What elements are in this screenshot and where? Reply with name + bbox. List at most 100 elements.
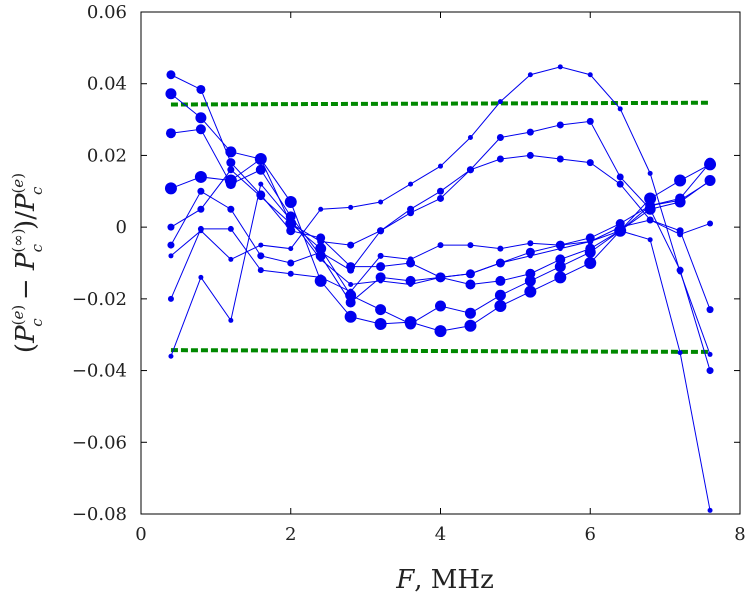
- series-3-point: [375, 272, 386, 283]
- series-9-point: [348, 282, 354, 288]
- series-4-point: [344, 310, 357, 323]
- series-2-point: [165, 88, 177, 100]
- y-tick-label: 0.04: [87, 74, 127, 95]
- series-2-point: [225, 146, 237, 158]
- series-5-point: [617, 224, 624, 231]
- series-5-point: [317, 274, 324, 281]
- y-tick-label: −0.02: [72, 289, 127, 310]
- series-9-point: [318, 256, 324, 262]
- series-5-point: [257, 267, 264, 274]
- series-9-point: [198, 274, 204, 280]
- y-tick-label: −0.06: [72, 432, 127, 453]
- series-8-point: [527, 72, 533, 78]
- series-3-point: [495, 275, 506, 286]
- reference-line-2: [170, 348, 711, 354]
- series-5-point: [527, 240, 534, 247]
- series-4-point: [164, 182, 177, 195]
- series-4-point: [674, 174, 687, 187]
- x-tick-label: 4: [435, 524, 446, 545]
- series-2-point: [554, 261, 566, 273]
- series-6-point: [317, 237, 325, 245]
- series-2-point: [704, 175, 716, 187]
- series-3-point: [255, 164, 266, 175]
- series-2-point: [375, 304, 387, 316]
- series-9-point: [707, 507, 713, 513]
- series-8-point: [318, 206, 324, 212]
- series-7-line: [170, 154, 711, 310]
- series-4-point: [494, 300, 507, 313]
- series-5-point: [707, 220, 714, 227]
- series-1-point: [226, 158, 236, 168]
- y-axis-label: (P(e)c − P(∞)c)/P(e)c: [9, 173, 46, 353]
- series-8-point: [677, 269, 683, 275]
- series-3-point: [585, 243, 596, 254]
- series-9-point: [467, 271, 473, 277]
- series-4-point: [404, 316, 417, 329]
- series-3-point: [345, 297, 356, 308]
- series-9-point: [647, 237, 653, 243]
- x-tick-label: 2: [285, 524, 296, 545]
- series-9-point: [168, 353, 174, 359]
- series-7: [167, 151, 714, 314]
- series-7-point: [466, 166, 474, 174]
- series-5-point: [557, 242, 564, 249]
- series-6-point: [227, 166, 235, 174]
- series-8-point: [168, 253, 174, 259]
- series-9-point: [527, 253, 533, 259]
- series-4-point: [464, 319, 477, 332]
- series-2-point: [435, 300, 446, 312]
- series-4-point: [374, 317, 387, 330]
- series-8: [168, 64, 713, 357]
- series-3-point: [285, 211, 296, 222]
- y-tick-label: 0.06: [87, 2, 127, 23]
- series-9-point: [288, 217, 294, 223]
- series-7-point: [706, 306, 714, 314]
- series-4-point: [254, 153, 267, 166]
- series-7-point: [616, 180, 624, 188]
- series-6-point: [167, 223, 175, 231]
- series-8-point: [557, 64, 563, 70]
- plot-frame: [140, 11, 741, 515]
- series-9-point: [497, 260, 503, 266]
- series-8-point: [228, 256, 234, 262]
- y-tick-label: −0.04: [72, 361, 127, 382]
- series-7-point: [676, 227, 684, 235]
- series-1-point: [525, 247, 535, 257]
- svg-text:(P(e)c − P(∞)c)/P(e)c: (P(e)c − P(∞)c)/P(e)c: [9, 173, 46, 353]
- series-4-point: [704, 158, 717, 171]
- series-4: [164, 153, 717, 338]
- series-5-point: [167, 295, 174, 302]
- series-7-point: [287, 259, 295, 267]
- series-9-point: [617, 228, 623, 234]
- series-2-point: [464, 307, 476, 319]
- series-4-point: [554, 271, 567, 284]
- series-8-point: [348, 204, 354, 210]
- x-tick-label: 0: [135, 524, 146, 545]
- series-5-point: [467, 242, 474, 249]
- series-8-point: [647, 170, 653, 176]
- series-7-point: [227, 205, 235, 213]
- series-4-point: [314, 274, 327, 287]
- series-1-point: [196, 84, 206, 94]
- series-8-point: [198, 228, 204, 234]
- series-5-point: [227, 225, 234, 232]
- series-7-point: [407, 209, 415, 217]
- series-3-point: [525, 268, 536, 279]
- series-6-point: [706, 367, 714, 375]
- series-4-point: [584, 257, 597, 269]
- series-4-point: [224, 174, 237, 187]
- series-4-point: [194, 170, 207, 183]
- series-5-point: [287, 270, 294, 277]
- series-9-point: [438, 274, 443, 280]
- series-2-point: [524, 275, 536, 287]
- series-1-point: [166, 70, 176, 80]
- series-5-point: [407, 256, 414, 263]
- series-8-point: [497, 99, 503, 105]
- series-9-point: [587, 238, 593, 244]
- series-5-point: [347, 288, 354, 295]
- series-7-point: [496, 155, 504, 163]
- series-8-point: [408, 181, 414, 187]
- series-5-point: [437, 242, 444, 249]
- series-9: [168, 181, 713, 513]
